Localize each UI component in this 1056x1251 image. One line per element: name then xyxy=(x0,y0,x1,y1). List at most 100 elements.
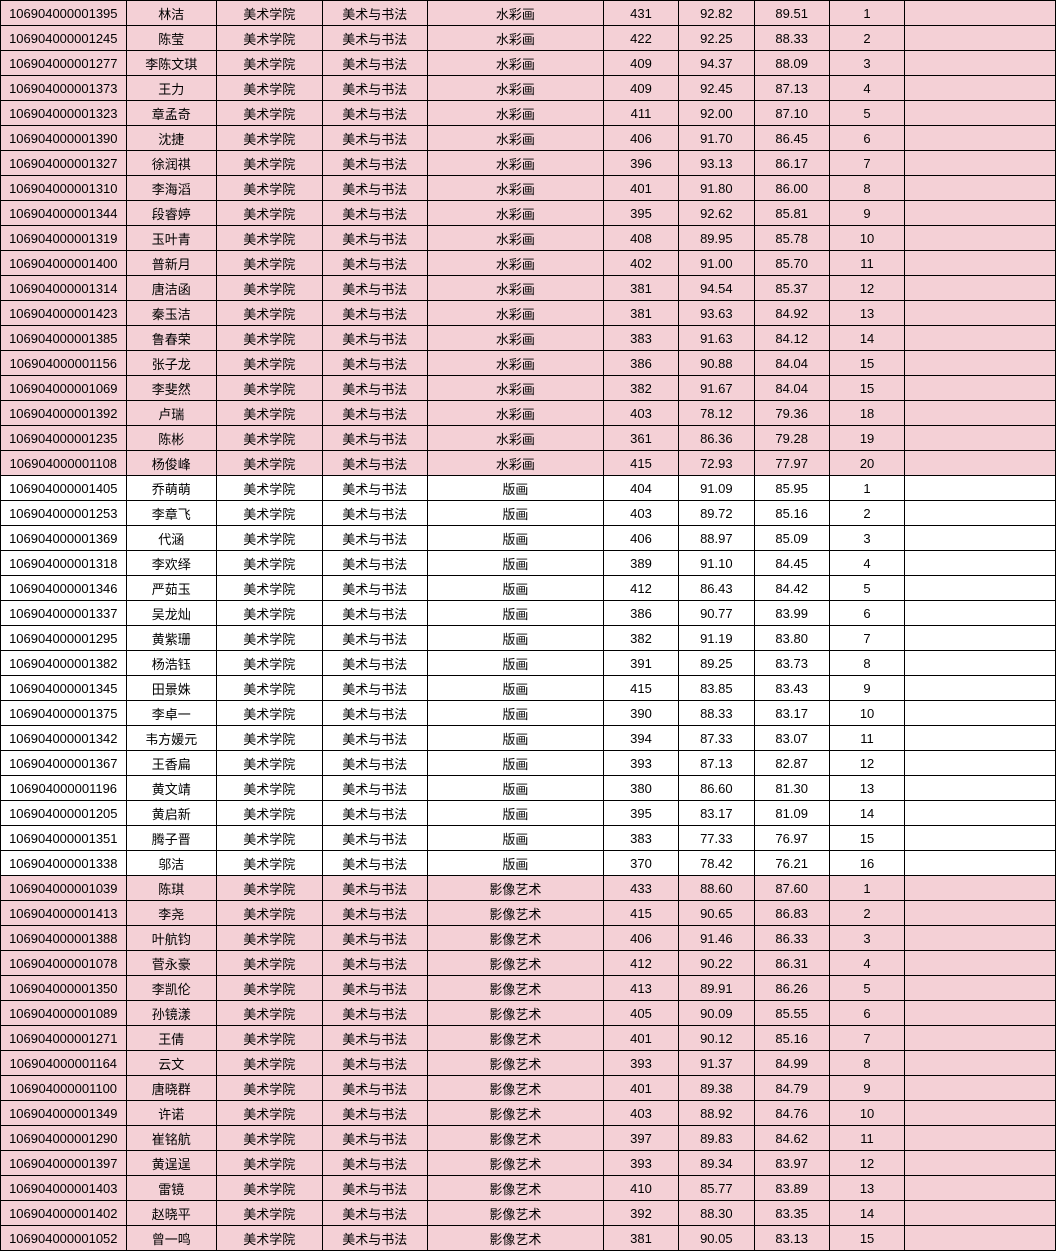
table-cell: 4 xyxy=(829,76,904,101)
table-cell: 林洁 xyxy=(126,1,216,26)
table-cell: 85.78 xyxy=(754,226,829,251)
table-cell: 89.91 xyxy=(679,976,754,1001)
table-cell: 影像艺术 xyxy=(428,1076,604,1101)
table-cell: 美术与书法 xyxy=(322,376,428,401)
table-cell: 严茹玉 xyxy=(126,576,216,601)
table-row: 106904000001196黄文靖美术学院美术与书法版画38086.6081.… xyxy=(1,776,1056,801)
table-cell: 13 xyxy=(829,301,904,326)
table-cell: 菅永豪 xyxy=(126,951,216,976)
table-cell: 美术与书法 xyxy=(322,301,428,326)
table-cell: 美术与书法 xyxy=(322,226,428,251)
table-cell: 7 xyxy=(829,151,904,176)
table-cell: 美术学院 xyxy=(217,301,323,326)
table-cell: 美术学院 xyxy=(217,801,323,826)
table-cell: 版画 xyxy=(428,501,604,526)
table-row: 106904000001375李卓一美术学院美术与书法版画39088.3383.… xyxy=(1,701,1056,726)
table-cell: 美术学院 xyxy=(217,951,323,976)
table-row: 106904000001403雷镜美术学院美术与书法影像艺术41085.7783… xyxy=(1,1176,1056,1201)
table-cell: 395 xyxy=(603,201,678,226)
table-row: 106904000001337吴龙灿美术学院美术与书法版画38690.7783.… xyxy=(1,601,1056,626)
table-cell: 89.34 xyxy=(679,1151,754,1176)
table-cell: 86.43 xyxy=(679,576,754,601)
table-cell: 85.37 xyxy=(754,276,829,301)
table-cell: 版画 xyxy=(428,801,604,826)
table-cell: 美术学院 xyxy=(217,1226,323,1251)
table-cell: 美术与书法 xyxy=(322,576,428,601)
table-cell: 李凯伦 xyxy=(126,976,216,1001)
table-cell: 美术与书法 xyxy=(322,776,428,801)
table-cell: 16 xyxy=(829,851,904,876)
table-cell: 水彩画 xyxy=(428,401,604,426)
table-cell: 106904000001345 xyxy=(1,676,127,701)
table-cell: 91.67 xyxy=(679,376,754,401)
table-cell: 83.80 xyxy=(754,626,829,651)
table-cell: 78.42 xyxy=(679,851,754,876)
table-cell: 91.46 xyxy=(679,926,754,951)
table-cell: 版画 xyxy=(428,626,604,651)
table-cell: 美术学院 xyxy=(217,151,323,176)
table-cell: 12 xyxy=(829,751,904,776)
table-cell: 87.13 xyxy=(679,751,754,776)
table-cell: 美术学院 xyxy=(217,276,323,301)
table-cell: 水彩画 xyxy=(428,226,604,251)
table-cell: 李尧 xyxy=(126,901,216,926)
table-cell xyxy=(905,276,1056,301)
table-cell xyxy=(905,1076,1056,1101)
table-cell xyxy=(905,101,1056,126)
table-cell: 106904000001069 xyxy=(1,376,127,401)
table-cell: 84.99 xyxy=(754,1051,829,1076)
table-cell: 106904000001351 xyxy=(1,826,127,851)
table-cell: 361 xyxy=(603,426,678,451)
table-cell: 影像艺术 xyxy=(428,926,604,951)
table-cell: 89.72 xyxy=(679,501,754,526)
table-cell: 87.33 xyxy=(679,726,754,751)
table-cell: 水彩画 xyxy=(428,326,604,351)
table-cell: 影像艺术 xyxy=(428,1126,604,1151)
table-cell: 美术与书法 xyxy=(322,201,428,226)
table-cell: 92.82 xyxy=(679,1,754,26)
table-cell: 章孟奇 xyxy=(126,101,216,126)
table-cell: 黄逞逞 xyxy=(126,1151,216,1176)
table-cell: 106904000001402 xyxy=(1,1201,127,1226)
table-cell: 美术学院 xyxy=(217,501,323,526)
table-cell: 106904000001369 xyxy=(1,526,127,551)
table-cell: 106904000001367 xyxy=(1,751,127,776)
table-cell: 382 xyxy=(603,626,678,651)
table-cell: 9 xyxy=(829,676,904,701)
table-row: 106904000001271王倩美术学院美术与书法影像艺术40190.1285… xyxy=(1,1026,1056,1051)
table-cell: 影像艺术 xyxy=(428,1026,604,1051)
table-cell: 106904000001344 xyxy=(1,201,127,226)
table-cell: 美术学院 xyxy=(217,1101,323,1126)
table-cell: 5 xyxy=(829,101,904,126)
table-cell: 美术与书法 xyxy=(322,1126,428,1151)
table-cell: 106904000001385 xyxy=(1,326,127,351)
table-row: 106904000001346严茹玉美术学院美术与书法版画41286.4384.… xyxy=(1,576,1056,601)
table-cell: 83.43 xyxy=(754,676,829,701)
table-row: 106904000001390沈捷美术学院美术与书法水彩画40691.7086.… xyxy=(1,126,1056,151)
table-cell: 美术学院 xyxy=(217,726,323,751)
table-cell: 美术与书法 xyxy=(322,1201,428,1226)
table-cell: 王香扁 xyxy=(126,751,216,776)
table-cell: 云文 xyxy=(126,1051,216,1076)
table-cell: 美术与书法 xyxy=(322,401,428,426)
table-cell: 版画 xyxy=(428,576,604,601)
table-cell: 美术学院 xyxy=(217,1051,323,1076)
table-cell: 381 xyxy=(603,1226,678,1251)
table-cell: 水彩画 xyxy=(428,126,604,151)
table-cell: 版画 xyxy=(428,701,604,726)
table-row: 106904000001344段睿婷美术学院美术与书法水彩画39592.6285… xyxy=(1,201,1056,226)
table-cell: 美术学院 xyxy=(217,176,323,201)
table-cell: 影像艺术 xyxy=(428,901,604,926)
table-cell: 83.17 xyxy=(754,701,829,726)
table-cell: 版画 xyxy=(428,601,604,626)
table-cell: 79.28 xyxy=(754,426,829,451)
table-cell: 许诺 xyxy=(126,1101,216,1126)
table-row: 106904000001413李尧美术学院美术与书法影像艺术41590.6586… xyxy=(1,901,1056,926)
table-cell: 美术学院 xyxy=(217,651,323,676)
table-cell: 美术与书法 xyxy=(322,701,428,726)
table-cell: 美术学院 xyxy=(217,26,323,51)
table-cell: 黄紫珊 xyxy=(126,626,216,651)
table-cell xyxy=(905,876,1056,901)
table-cell: 106904000001338 xyxy=(1,851,127,876)
table-cell: 106904000001089 xyxy=(1,1001,127,1026)
